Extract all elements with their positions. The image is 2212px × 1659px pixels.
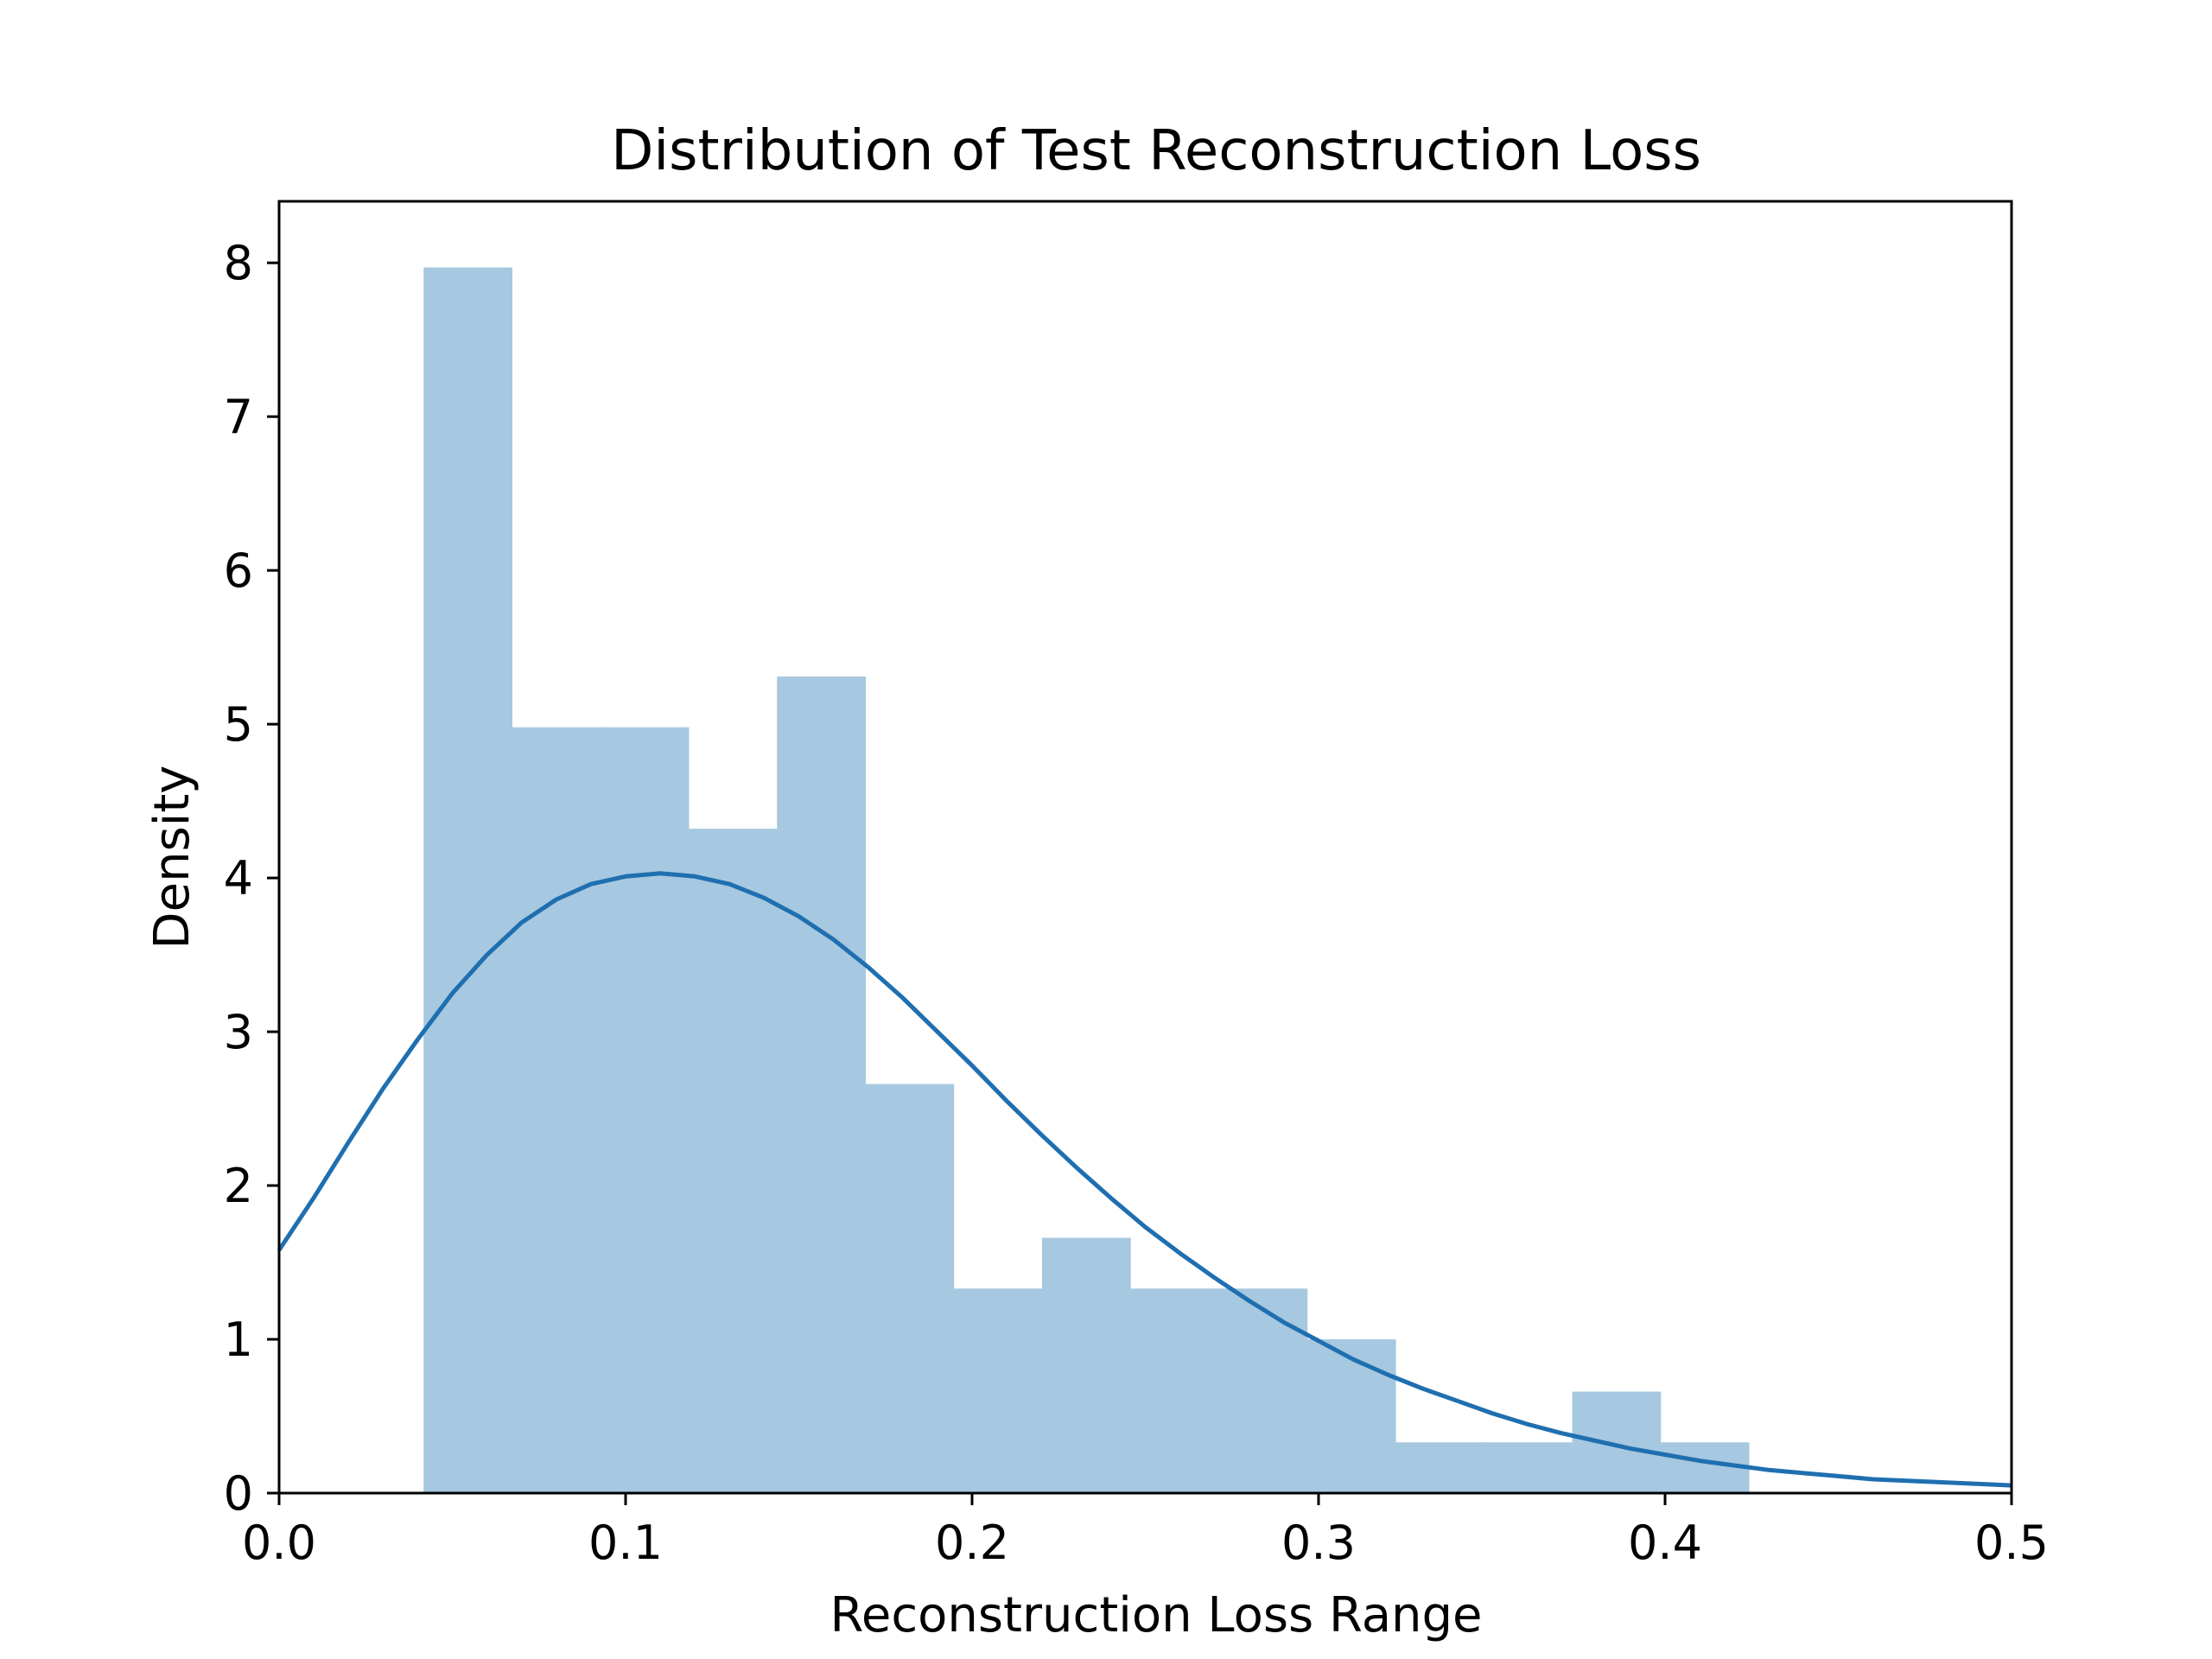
y-tick-label: 5 (224, 697, 253, 752)
histogram-bar (1660, 1442, 1750, 1493)
y-axis-ticks: 0 1 2 3 4 5 6 7 8 (224, 236, 279, 1521)
histogram-bar (1042, 1237, 1131, 1493)
x-tick-label: 0.4 (1628, 1516, 1702, 1570)
chart-title: Distribution of Test Reconstruction Loss (611, 119, 1701, 183)
plot-frame (277, 200, 2013, 1495)
y-tick-label: 7 (224, 390, 253, 444)
x-tick-label: 0.2 (935, 1516, 1009, 1570)
y-tick-label: 6 (224, 543, 253, 598)
y-tick-label: 3 (224, 1005, 253, 1059)
histogram-bar (512, 727, 601, 1493)
kde-curve (276, 871, 2012, 1488)
kde-curve-layer (276, 871, 2012, 1488)
histogram-bars (423, 267, 1750, 1493)
histogram-bar (1395, 1442, 1484, 1493)
y-tick-label: 8 (224, 236, 253, 290)
histogram-bar (1218, 1288, 1308, 1493)
x-tick-label: 0.1 (588, 1516, 663, 1570)
histogram-bar (1572, 1391, 1662, 1493)
x-axis-label: Reconstruction Loss Range (830, 1587, 1482, 1643)
histogram-bar (865, 1084, 955, 1493)
y-tick-label: 2 (224, 1159, 253, 1213)
y-tick-label: 0 (224, 1466, 253, 1521)
x-axis-ticks: 0.0 0.1 0.2 0.3 0.4 0.5 (242, 1493, 2049, 1570)
y-tick-label: 4 (224, 851, 253, 906)
histogram-bar (1306, 1339, 1396, 1493)
y-tick-label: 1 (224, 1313, 253, 1367)
histogram-bar (1484, 1442, 1573, 1493)
histogram-bar (423, 267, 512, 1493)
histogram-bar (688, 829, 778, 1493)
y-axis-label: Density (144, 766, 200, 950)
histogram-bar (600, 727, 690, 1493)
x-tick-label: 0.0 (242, 1516, 316, 1570)
histogram-bar (953, 1288, 1043, 1493)
histogram-bar (777, 676, 866, 1493)
histogram-bar (1130, 1288, 1220, 1493)
x-tick-label: 0.5 (1974, 1516, 2049, 1570)
x-tick-label: 0.3 (1281, 1516, 1356, 1570)
